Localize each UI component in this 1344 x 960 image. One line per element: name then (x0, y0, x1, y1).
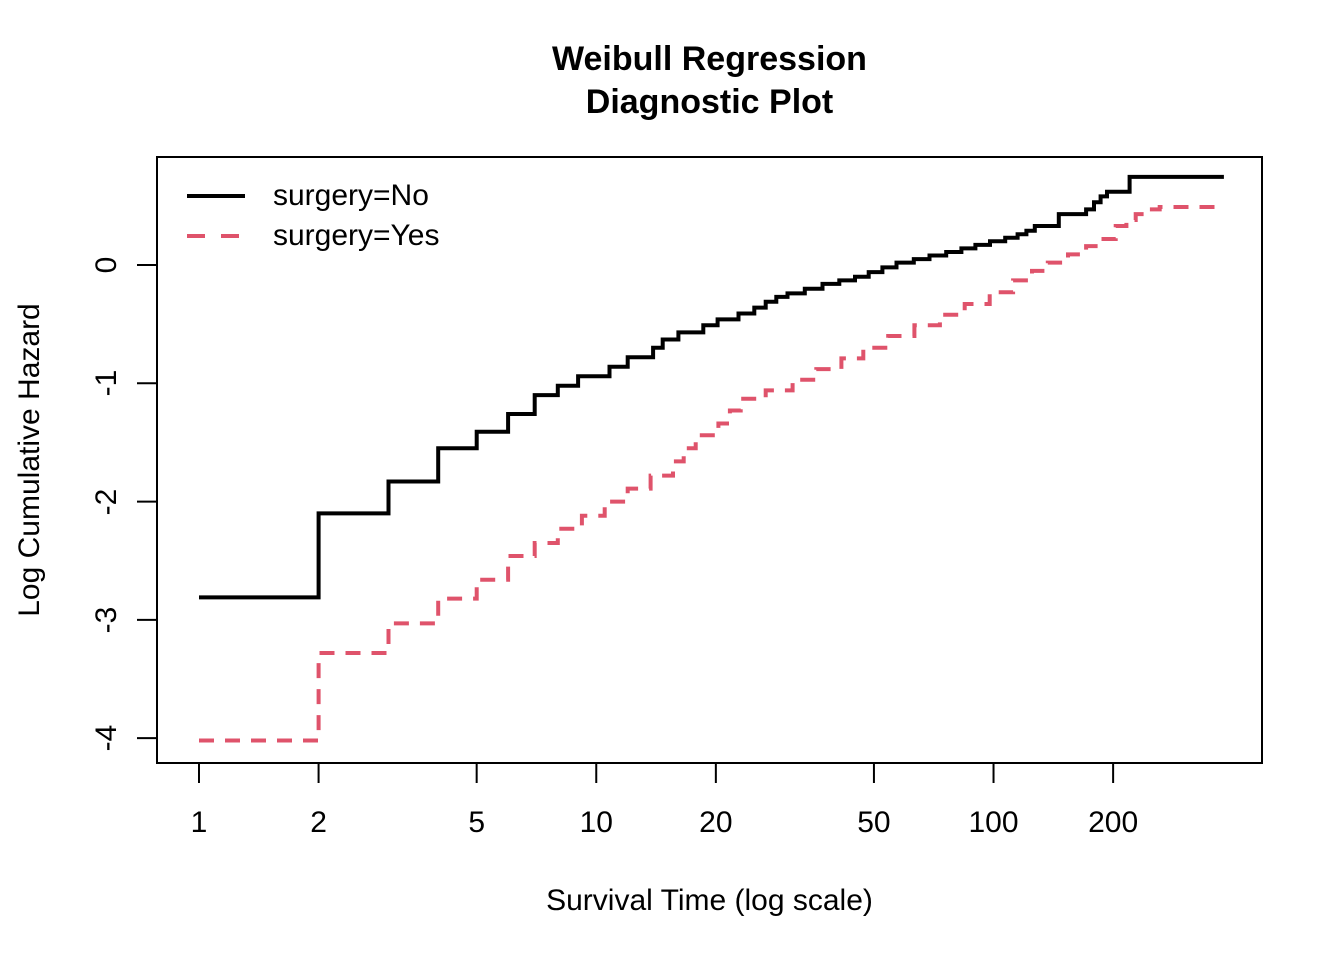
plot-box (156, 156, 1263, 764)
solid-line-swatch (187, 194, 245, 198)
x-tick-label-200: 200 (1088, 806, 1139, 839)
legend-label-surgery-no: surgery=No (273, 179, 429, 212)
x-tick-label-2: 2 (310, 806, 327, 839)
legend-item-surgery-no: surgery=No (187, 176, 440, 216)
y-axis-title-text: Log Cumulative Hazard (13, 303, 46, 617)
y-tick-label--4: -4 (90, 724, 123, 752)
chart-title: Weibull Regression Diagnostic Plot (157, 38, 1262, 124)
legend-label-surgery-yes: surgery=Yes (273, 219, 440, 252)
x-tick-label-20: 20 (699, 806, 733, 839)
x-axis-title: Survival Time (log scale) (546, 884, 873, 917)
legend-item-surgery-yes: surgery=Yes (187, 216, 440, 256)
x-tick-label-100: 100 (968, 806, 1019, 839)
series-curve-surgery-no (199, 174, 1224, 600)
x-tick-label-50: 50 (857, 806, 891, 839)
y-tick-label--3: -3 (90, 606, 123, 634)
y-tick-label--2: -2 (90, 488, 123, 515)
x-tick-label-5: 5 (468, 806, 485, 839)
chart-title-line1: Weibull Regression (552, 40, 867, 78)
legend: surgery=No surgery=Yes (187, 176, 440, 256)
series-curve-surgery-yes (199, 205, 1219, 743)
x-tick-label-1: 1 (190, 806, 208, 839)
y-tick-label--1: -1 (90, 369, 123, 397)
chart-title-line2: Diagnostic Plot (585, 83, 834, 121)
y-tick-label-0: 0 (90, 256, 123, 274)
x-tick-label-10: 10 (579, 806, 613, 839)
dashed-line-swatch (187, 234, 245, 238)
